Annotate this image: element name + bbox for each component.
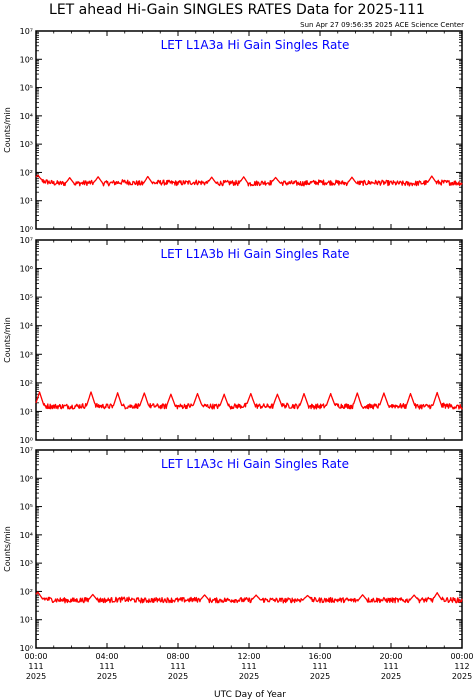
x-tick-doy: 111	[170, 662, 185, 671]
y-tick-label: 10¹	[20, 616, 33, 625]
y-tick-label: 10⁵	[20, 503, 33, 512]
x-tick-year: 2025	[239, 672, 259, 681]
y-tick-label: 10⁶	[20, 55, 33, 64]
y-axis-title: Counts/min	[3, 526, 12, 572]
panel-title: LET L1A3c Hi Gain Singles Rate	[161, 457, 349, 471]
series-line	[35, 591, 463, 604]
y-tick-label: 10¹	[20, 407, 33, 416]
x-tick-doy: 111	[383, 662, 398, 671]
x-tick-time: 00:00	[450, 652, 473, 661]
plot-frame	[35, 449, 463, 649]
x-tick-doy: 111	[241, 662, 256, 671]
y-tick-label: 10⁴	[20, 531, 33, 540]
y-tick-label: 10²	[20, 379, 33, 388]
y-tick-label: 10⁴	[20, 112, 33, 121]
x-tick-time: 20:00	[379, 652, 402, 661]
y-tick-label: 10⁷	[20, 446, 33, 455]
y-tick-label: 10⁰	[20, 436, 33, 445]
x-tick-year: 2025	[310, 672, 330, 681]
y-axis-title: Counts/min	[3, 317, 12, 363]
chart-title: LET ahead Hi-Gain SINGLES RATES Data for…	[49, 2, 425, 18]
x-tick-year: 2025	[97, 672, 117, 681]
y-tick-label: 10³	[20, 559, 33, 568]
y-tick-label: 10⁰	[20, 644, 33, 653]
x-tick-time: 08:00	[166, 652, 189, 661]
plot-frame	[35, 30, 463, 230]
y-tick-label: 10⁷	[20, 236, 33, 245]
panel-title: LET L1A3b Hi Gain Singles Rate	[160, 247, 349, 261]
x-tick-doy: 111	[99, 662, 114, 671]
series-line	[35, 391, 463, 410]
y-tick-label: 10⁶	[20, 474, 33, 483]
x-tick-time: 16:00	[308, 652, 331, 661]
y-tick-label: 10²	[20, 168, 33, 177]
y-tick-label: 10⁰	[20, 225, 33, 234]
y-tick-label: 10⁴	[20, 322, 33, 331]
x-tick-doy: 111	[312, 662, 327, 671]
x-tick-doy: 112	[454, 662, 469, 671]
x-tick-year: 2025	[26, 672, 46, 681]
y-tick-label: 10⁵	[20, 293, 33, 302]
x-tick-doy: 111	[28, 662, 43, 671]
x-tick-time: 12:00	[237, 652, 260, 661]
series-line	[35, 174, 463, 187]
y-axis-title: Counts/min	[3, 107, 12, 153]
plot-frame	[35, 239, 463, 441]
panel-title: LET L1A3a Hi Gain Singles Rate	[161, 38, 350, 52]
y-tick-label: 10³	[20, 140, 33, 149]
x-tick-year: 2025	[452, 672, 472, 681]
x-axis: 00:00111202504:00111202508:00111202512:0…	[24, 652, 473, 681]
x-tick-time: 04:00	[95, 652, 118, 661]
panel-2: LET L1A3b Hi Gain Singles Rate Counts/min…	[3, 236, 463, 445]
x-tick-time: 00:00	[24, 652, 47, 661]
panel-1: LET L1A3a Hi Gain Singles Rate Counts/min…	[3, 27, 463, 234]
y-tick-label: 10¹	[20, 197, 33, 206]
y-tick-label: 10²	[20, 587, 33, 596]
x-axis-title: UTC Day of Year	[214, 690, 286, 700]
y-tick-label: 10³	[20, 350, 33, 359]
x-tick-year: 2025	[168, 672, 188, 681]
y-tick-label: 10⁵	[20, 84, 33, 93]
x-tick-year: 2025	[381, 672, 401, 681]
y-tick-label: 10⁶	[20, 265, 33, 274]
panels: LET L1A3a Hi Gain Singles Rate Counts/min…	[3, 27, 463, 653]
y-tick-label: 10⁷	[20, 27, 33, 36]
generation-timestamp: Sun Apr 27 09:56:35 2025 ACE Science Cen…	[300, 21, 464, 29]
panel-3: LET L1A3c Hi Gain Singles Rate Counts/min…	[3, 446, 463, 653]
